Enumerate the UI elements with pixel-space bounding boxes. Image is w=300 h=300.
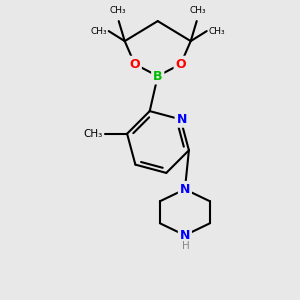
Text: CH₃: CH₃ [110,6,126,15]
Text: CH₃: CH₃ [90,27,107,36]
Text: O: O [129,58,140,70]
Text: N: N [180,229,190,242]
Text: N: N [176,113,187,126]
Text: CH₃: CH₃ [189,6,206,15]
Text: CH₃: CH₃ [84,129,103,139]
Text: B: B [153,70,163,83]
Text: CH₃: CH₃ [209,27,225,36]
Text: H: H [182,241,190,251]
Text: O: O [176,58,186,70]
Text: N: N [180,183,190,196]
